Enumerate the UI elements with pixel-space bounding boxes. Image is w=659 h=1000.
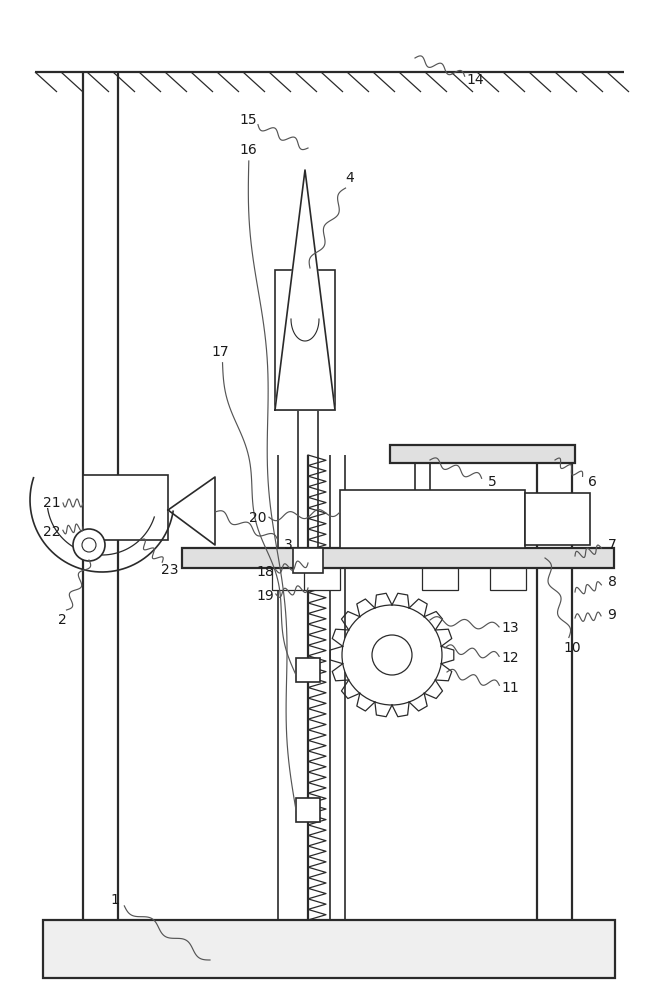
Bar [293, 548, 323, 573]
Text: 15: 15 [239, 113, 257, 127]
Circle shape [372, 635, 412, 675]
Bar [525, 493, 590, 545]
Text: 3: 3 [283, 538, 293, 552]
Bar [182, 548, 614, 568]
Bar [422, 568, 458, 590]
Text: 4: 4 [345, 171, 355, 185]
Polygon shape [275, 170, 335, 410]
Text: 6: 6 [588, 475, 596, 489]
Text: 23: 23 [161, 563, 179, 577]
Bar [340, 490, 525, 548]
Text: 14: 14 [466, 73, 484, 87]
Bar [490, 568, 526, 590]
Bar [272, 568, 308, 590]
Text: 2: 2 [57, 613, 67, 627]
Text: 7: 7 [608, 538, 616, 552]
Text: 1: 1 [111, 893, 119, 907]
Bar [390, 445, 575, 463]
Text: 21: 21 [43, 496, 61, 510]
Text: 5: 5 [488, 475, 496, 489]
Bar [275, 270, 335, 410]
Text: 13: 13 [501, 621, 519, 635]
Circle shape [342, 605, 442, 705]
Text: 20: 20 [249, 511, 267, 525]
Bar [304, 568, 340, 590]
Circle shape [73, 529, 105, 561]
Circle shape [82, 538, 96, 552]
Bar [415, 510, 570, 530]
Text: 18: 18 [256, 565, 274, 579]
Text: 11: 11 [501, 681, 519, 695]
Text: 9: 9 [608, 608, 616, 622]
Text: 22: 22 [43, 525, 61, 539]
Bar [83, 475, 168, 540]
Text: 10: 10 [563, 641, 581, 655]
Bar [296, 798, 320, 822]
Text: 17: 17 [211, 345, 229, 359]
Text: 12: 12 [501, 651, 519, 665]
Text: 8: 8 [608, 575, 616, 589]
Text: 16: 16 [239, 143, 257, 157]
Bar [296, 658, 320, 682]
Bar [43, 920, 615, 978]
Polygon shape [168, 477, 215, 545]
Text: 19: 19 [256, 589, 274, 603]
